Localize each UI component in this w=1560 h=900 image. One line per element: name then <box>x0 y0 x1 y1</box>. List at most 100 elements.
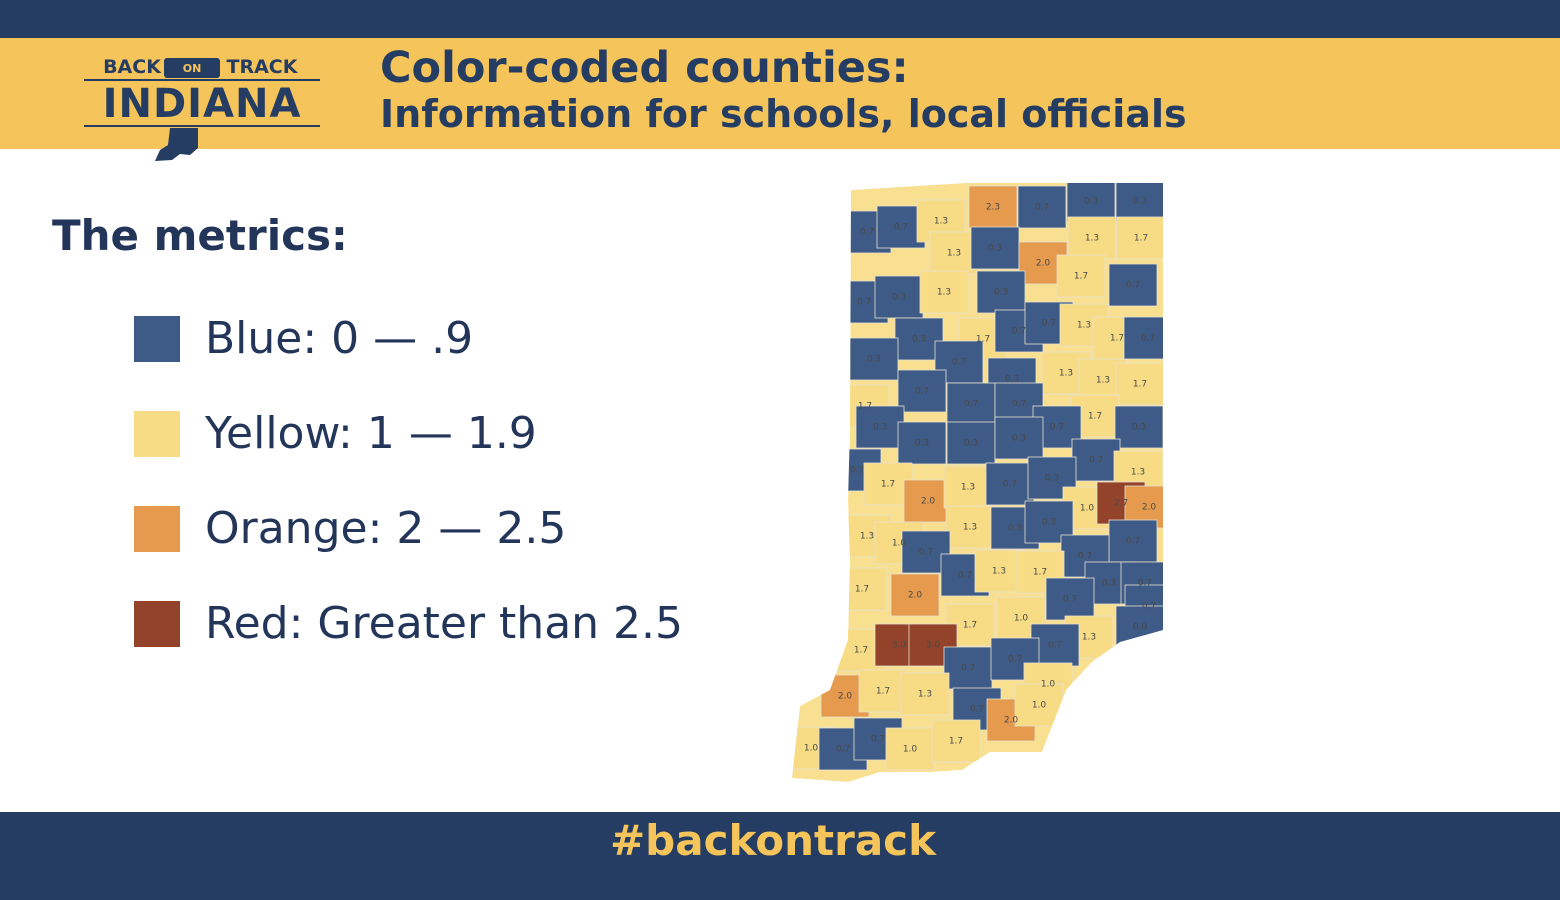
county-value: 1.3 <box>918 690 932 700</box>
logo-on: ON <box>183 62 202 75</box>
county-value: 1.7 <box>1134 234 1148 244</box>
county-value: 0.7 <box>915 387 929 397</box>
county-value: 0.3 <box>1005 375 1019 385</box>
county-value: 1.7 <box>1088 412 1102 422</box>
county <box>1116 216 1163 260</box>
county-value: 0.7 <box>857 298 871 308</box>
county-value: 0.7 <box>1126 537 1140 547</box>
county-value: 0.0 <box>1133 623 1148 633</box>
county <box>946 382 996 426</box>
legend-label: Blue: 0 — .9 <box>205 313 473 364</box>
county-value: 0.3 <box>994 288 1008 298</box>
county-value: 1.3 <box>1077 321 1091 331</box>
county <box>1123 316 1163 360</box>
county <box>1067 216 1117 260</box>
county-value: 0.3 <box>988 244 1002 254</box>
county <box>1114 405 1163 449</box>
county-value: 2.0 <box>838 692 853 702</box>
county-value: 0.7 <box>850 466 864 476</box>
county-value: 1.0 <box>892 539 907 549</box>
county-value: 0.3 <box>915 439 929 449</box>
county-value: 0.7 <box>1089 456 1103 466</box>
county-value: 0.3 <box>892 293 906 303</box>
county-value: 2.7 <box>1114 499 1128 509</box>
county-value: 0.7 <box>1050 423 1064 433</box>
logo-indiana: INDIANA <box>103 81 302 127</box>
county <box>976 270 1026 314</box>
county-value: 1.7 <box>1033 568 1047 578</box>
legend-label: Orange: 2 — 2.5 <box>205 503 566 554</box>
county-value: 1.0 <box>1032 701 1047 711</box>
county-value: 1.7 <box>854 646 868 656</box>
county-value: 1.3 <box>947 249 961 259</box>
county-value: 0.7 <box>894 223 908 233</box>
legend-label: Yellow: 1 — 1.9 <box>204 408 537 459</box>
county <box>929 231 979 275</box>
county-value: 1.3 <box>992 567 1006 577</box>
county-value: 2.3 <box>986 203 1000 213</box>
county <box>900 672 950 716</box>
county-value: 1.3 <box>961 483 975 493</box>
county <box>897 369 947 413</box>
county-value: 0.7 <box>1042 319 1056 329</box>
hashtag: #backontrack <box>610 816 937 865</box>
county-value: 0.7 <box>1048 641 1062 651</box>
county <box>885 727 935 771</box>
county-value: 2.0 <box>908 591 923 601</box>
county-value: 1.7 <box>1074 272 1088 282</box>
county-value: 1.3 <box>1082 633 1096 643</box>
county-value: 1.7 <box>976 335 990 345</box>
county-value: 1.3 <box>934 217 948 227</box>
county-value: 0.7 <box>836 745 850 755</box>
logo-back: BACK <box>103 56 162 78</box>
legend-swatch <box>134 316 180 362</box>
county-value: 0.7 <box>1063 595 1077 605</box>
metrics-heading: The metrics: <box>52 211 348 260</box>
logo: BACK ON TRACK INDIANA <box>84 56 320 161</box>
county-value: 0.7 <box>1003 480 1017 490</box>
county-value: 0.7 <box>860 228 874 238</box>
county <box>943 646 993 690</box>
top-band <box>0 0 1560 38</box>
county-value: 0.7 <box>1012 400 1026 410</box>
county-value: 0.7 <box>958 571 972 581</box>
county-value: 2.0 <box>1142 503 1157 513</box>
county-value: 0.7 <box>961 664 975 674</box>
county-value: 0.7 <box>1078 552 1092 562</box>
county-value: 0.3 <box>873 423 887 433</box>
county <box>985 462 1035 506</box>
county-value: 3.0 <box>892 641 907 651</box>
county-value: 1.0 <box>804 744 819 754</box>
county <box>946 421 996 465</box>
county-value: 0.3 <box>1012 434 1026 444</box>
county-value: 0.3 <box>1045 474 1059 484</box>
county <box>994 416 1044 460</box>
legend-label: Red: Greater than 2.5 <box>205 598 683 649</box>
county-value: 0.3 <box>1102 579 1116 589</box>
county-value: 0.3 <box>867 355 881 365</box>
county <box>890 573 940 617</box>
county <box>931 719 981 763</box>
county <box>1045 577 1095 621</box>
county-value: 0.3 <box>1008 524 1022 534</box>
title-line: Color-coded counties: <box>380 43 909 93</box>
county <box>1017 185 1067 229</box>
county-value: 2.0 <box>1036 259 1051 269</box>
county-value: 1.0 <box>903 745 918 755</box>
county <box>849 337 899 381</box>
county-value: 1.3 <box>860 532 874 542</box>
county-value: 1.3 <box>1131 468 1145 478</box>
county-value: 1.0 <box>1080 504 1095 514</box>
county <box>919 270 969 314</box>
county <box>858 669 908 713</box>
legend-swatch <box>134 506 180 552</box>
county-value: 0.7 <box>1141 334 1155 344</box>
county-value: 1.7 <box>855 585 869 595</box>
title-line: Information for schools, local officials <box>380 92 1187 136</box>
county-value: 1.7 <box>1110 334 1124 344</box>
county-value: 1.3 <box>1096 376 1110 386</box>
county-value: 0.7 <box>1142 602 1156 612</box>
county-value: 0.7 <box>970 705 984 715</box>
county-value: 3.0 <box>926 641 941 651</box>
county-value: 1.3 <box>963 523 977 533</box>
